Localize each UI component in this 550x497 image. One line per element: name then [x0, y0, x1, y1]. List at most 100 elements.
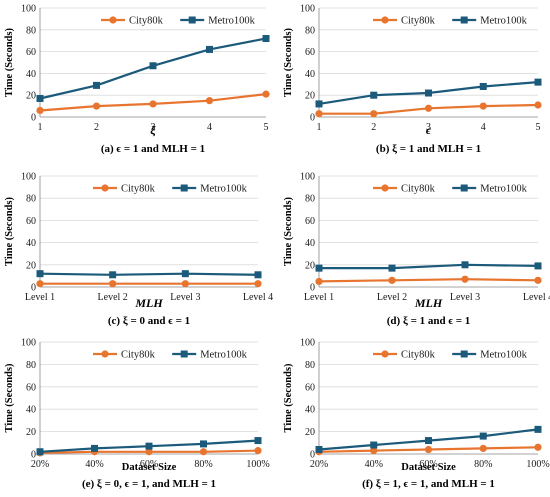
- x-axis-label: MLH: [414, 296, 443, 310]
- data-point: [36, 448, 44, 456]
- chart-panel-d: 0 20 40 60 80 100 Level 1 Level 2 Level 3 Level 4…: [283, 172, 550, 328]
- y-tick-label: 40: [26, 238, 36, 249]
- x-tick-label: 80%: [474, 459, 492, 470]
- x-tick-label: Level 4: [523, 292, 550, 303]
- y-tick-label: 0: [310, 113, 315, 124]
- x-tick-label: 2: [371, 122, 376, 133]
- x-tick-label: 60%: [419, 459, 437, 470]
- legend: City80k Metro100k: [93, 184, 248, 195]
- y-tick-label: 60: [26, 47, 36, 58]
- data-point: [461, 261, 469, 269]
- y-tick-label: 100: [21, 172, 36, 183]
- y-tick-label: 60: [305, 47, 315, 58]
- y-axis-label: Time (Seconds): [283, 28, 294, 97]
- chart-panel-b: 0 20 40 60 80 100 1 2 3 4 5 Time (Seconds) ϵ (b) ξ = …: [283, 4, 542, 155]
- data-point: [315, 446, 323, 454]
- y-tick-label: 40: [305, 69, 315, 80]
- data-point: [206, 45, 213, 53]
- data-point: [370, 447, 378, 455]
- y-axis-label: Time (Seconds): [283, 197, 294, 266]
- data-point: [315, 264, 323, 272]
- data-point: [36, 280, 44, 288]
- legend-label: Metro100k: [480, 350, 527, 361]
- legend-label: Metro100k: [200, 184, 247, 195]
- legend: City80k Metro100k: [373, 16, 528, 27]
- data-point: [315, 100, 323, 108]
- x-tick-label: Level 1: [304, 292, 334, 303]
- x-tick-label: 60%: [140, 459, 158, 470]
- y-tick-label: 0: [31, 283, 36, 294]
- data-point: [534, 276, 542, 284]
- y-tick-label: 40: [305, 405, 315, 416]
- panel-caption: (e) ξ = 0, ϵ = 1, and MLH = 1: [82, 478, 216, 490]
- y-tick-label: 80: [305, 25, 315, 36]
- y-tick-label: 0: [31, 450, 36, 461]
- y-tick-label: 0: [31, 113, 36, 124]
- y-axis-label: Time (Seconds): [283, 363, 294, 432]
- y-tick-label: 40: [26, 69, 36, 80]
- legend: City80k Metro100k: [93, 350, 248, 361]
- y-tick-label: 80: [26, 25, 36, 36]
- y-tick-label: 40: [305, 238, 315, 249]
- data-point: [461, 275, 469, 283]
- data-point: [36, 106, 44, 115]
- x-tick-label: 40%: [85, 459, 103, 470]
- y-tick-label: 100: [21, 4, 36, 15]
- x-axis-label: ϵ: [426, 123, 432, 137]
- legend: City80k Metro100k: [373, 184, 528, 195]
- x-tick-label: Level 2: [377, 292, 407, 303]
- legend-marker: [460, 16, 468, 24]
- series-metro100k: [36, 35, 270, 102]
- x-tick-label: 1: [317, 122, 322, 133]
- y-tick-label: 20: [305, 427, 315, 438]
- data-point: [315, 277, 323, 286]
- x-axis-label: Dataset Size: [401, 462, 456, 473]
- data-point: [370, 91, 378, 99]
- x-tick-label: Level 4: [243, 292, 273, 303]
- series-line: [318, 278, 539, 283]
- data-point: [109, 280, 117, 288]
- series-metro100k: [315, 425, 542, 454]
- data-point: [479, 102, 487, 110]
- data-point: [92, 102, 101, 110]
- y-tick-label: 0: [310, 283, 315, 294]
- legend-label: Metro100k: [480, 16, 527, 27]
- data-point: [149, 100, 157, 108]
- data-point: [254, 271, 262, 279]
- y-tick-label: 40: [26, 405, 36, 416]
- data-point: [425, 89, 432, 97]
- data-point: [479, 432, 487, 440]
- legend-label: City80k: [401, 184, 436, 195]
- legend: City80k Metro100k: [101, 16, 256, 27]
- y-tick-label: 60: [305, 382, 315, 393]
- y-tick-label: 60: [305, 216, 315, 227]
- x-axis-label: Dataset Size: [122, 462, 177, 473]
- y-axis-label: Time (Seconds): [4, 28, 15, 97]
- x-tick-label: 20%: [310, 459, 328, 470]
- y-axis-label: Time (Seconds): [4, 197, 15, 266]
- legend-label: Metro100k: [208, 16, 255, 27]
- data-point: [205, 97, 214, 105]
- y-tick-label: 80: [305, 194, 315, 205]
- x-tick-label: 4: [481, 122, 486, 133]
- data-point: [388, 264, 396, 272]
- panel-caption: (f) ξ = 1, ϵ = 1, and MLH = 1: [362, 478, 495, 490]
- data-point: [388, 276, 396, 284]
- x-tick-label: 4: [207, 122, 212, 133]
- legend-label: City80k: [121, 184, 156, 195]
- y-tick-label: 0: [310, 450, 315, 461]
- data-point: [181, 280, 189, 288]
- data-point: [479, 444, 487, 452]
- data-point: [315, 110, 323, 118]
- data-point: [149, 62, 157, 70]
- legend-marker: [180, 350, 188, 358]
- panel-caption: (a) ϵ = 1 and MLH = 1: [101, 143, 205, 155]
- legend-marker: [109, 16, 117, 24]
- y-tick-label: 100: [300, 172, 315, 183]
- data-point: [145, 442, 153, 450]
- y-tick-label: 60: [26, 382, 36, 393]
- x-tick-label: 3: [151, 122, 156, 133]
- data-point: [425, 437, 432, 445]
- series-city80k: [36, 280, 262, 288]
